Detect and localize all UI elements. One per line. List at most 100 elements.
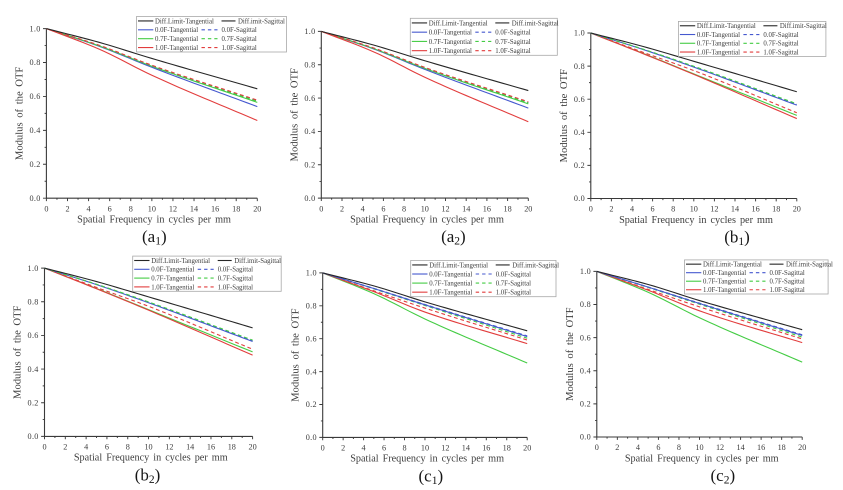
- svg-text:0: 0: [595, 443, 599, 452]
- svg-text:12: 12: [441, 444, 449, 453]
- svg-text:1.0F-Tangential: 1.0F-Tangential: [703, 287, 746, 294]
- svg-text:(b1): (b1): [724, 228, 750, 249]
- svg-text:4: 4: [84, 443, 88, 452]
- svg-text:6: 6: [651, 205, 655, 214]
- svg-text:2: 2: [341, 444, 345, 453]
- svg-text:2: 2: [65, 204, 69, 213]
- svg-text:Diff.Limit-Tangential: Diff.Limit-Tangential: [429, 20, 488, 27]
- svg-text:Diff.Limit-Tangential: Diff.Limit-Tangential: [703, 262, 762, 269]
- svg-text:0: 0: [321, 444, 325, 453]
- svg-text:1.0F-Tangential: 1.0F-Tangential: [151, 284, 194, 291]
- svg-text:0.2: 0.2: [580, 400, 591, 409]
- svg-text:1.0: 1.0: [28, 264, 39, 273]
- svg-text:1.0F-Sagittal: 1.0F-Sagittal: [763, 49, 798, 56]
- svg-text:0.4: 0.4: [304, 127, 315, 136]
- svg-text:16: 16: [207, 443, 215, 452]
- svg-text:0.6: 0.6: [574, 95, 585, 104]
- svg-text:4: 4: [636, 443, 640, 452]
- svg-text:Spatial Frequency in cycles pe: Spatial Frequency in cycles per mm: [350, 454, 504, 465]
- svg-text:1.0: 1.0: [580, 267, 591, 276]
- svg-text:0.4: 0.4: [580, 366, 591, 375]
- svg-text:0.0: 0.0: [29, 194, 40, 203]
- svg-text:Diff.imit-Sagittal: Diff.imit-Sagittal: [780, 23, 827, 30]
- svg-text:0.4: 0.4: [28, 365, 39, 374]
- svg-text:0.6: 0.6: [304, 94, 315, 103]
- svg-text:0.8: 0.8: [306, 302, 317, 311]
- svg-text:14: 14: [186, 443, 194, 452]
- svg-text:0.4: 0.4: [306, 367, 317, 376]
- svg-text:12: 12: [165, 443, 173, 452]
- svg-text:0.0F-Sagittal: 0.0F-Sagittal: [496, 271, 531, 278]
- svg-text:0.6: 0.6: [29, 92, 40, 101]
- svg-text:0.0F-Tangential: 0.0F-Tangential: [697, 32, 740, 39]
- svg-text:2: 2: [609, 205, 613, 214]
- svg-text:0.8: 0.8: [28, 297, 39, 306]
- svg-text:(b2): (b2): [135, 465, 161, 485]
- svg-text:16: 16: [757, 443, 765, 452]
- svg-text:14: 14: [462, 444, 470, 453]
- svg-text:18: 18: [503, 444, 511, 453]
- svg-text:0.7F-Tangential: 0.7F-Tangential: [429, 39, 472, 46]
- svg-text:6: 6: [105, 443, 109, 452]
- svg-text:Modulus of the OTF: Modulus of the OTF: [289, 68, 300, 162]
- svg-text:0.0F-Sagittal: 0.0F-Sagittal: [770, 270, 805, 277]
- svg-text:0: 0: [589, 205, 593, 214]
- svg-text:14: 14: [190, 204, 198, 213]
- svg-text:0.0: 0.0: [304, 194, 315, 203]
- svg-text:20: 20: [253, 204, 261, 213]
- svg-text:0.7F-Tangential: 0.7F-Tangential: [151, 275, 194, 282]
- svg-text:0.0F-Sagittal: 0.0F-Sagittal: [218, 267, 253, 274]
- svg-text:0.8: 0.8: [580, 300, 591, 309]
- svg-text:18: 18: [772, 205, 780, 214]
- svg-text:1.0: 1.0: [29, 24, 40, 33]
- svg-text:(c2): (c2): [710, 466, 735, 485]
- svg-text:1.0: 1.0: [304, 27, 315, 36]
- svg-text:(a2): (a2): [441, 227, 466, 248]
- svg-text:1.0F-Sagittal: 1.0F-Sagittal: [218, 284, 253, 291]
- svg-text:(a1): (a1): [142, 227, 167, 248]
- svg-text:0.0F-Sagittal: 0.0F-Sagittal: [495, 30, 530, 37]
- svg-text:16: 16: [482, 444, 490, 453]
- svg-text:(c1): (c1): [418, 466, 443, 485]
- svg-text:0.0: 0.0: [580, 433, 591, 442]
- svg-text:0.8: 0.8: [304, 60, 315, 69]
- svg-text:14: 14: [731, 205, 739, 214]
- svg-text:0.7F-Sagittal: 0.7F-Sagittal: [495, 39, 530, 46]
- svg-text:12: 12: [441, 204, 449, 213]
- svg-text:16: 16: [483, 204, 491, 213]
- svg-text:Spatial Frequency in cycles pe: Spatial Frequency in cycles per mm: [619, 215, 773, 226]
- svg-text:0.2: 0.2: [28, 398, 39, 407]
- svg-text:16: 16: [752, 205, 760, 214]
- svg-text:1.0F-Tangential: 1.0F-Tangential: [429, 48, 472, 55]
- svg-text:0: 0: [319, 204, 323, 213]
- svg-text:8: 8: [402, 444, 406, 453]
- svg-text:12: 12: [716, 443, 724, 452]
- svg-text:0.6: 0.6: [28, 331, 39, 340]
- svg-text:0.8: 0.8: [574, 62, 585, 71]
- svg-text:0.0F-Sagittal: 0.0F-Sagittal: [222, 27, 257, 34]
- svg-text:18: 18: [228, 443, 236, 452]
- svg-text:0.6: 0.6: [306, 334, 317, 343]
- svg-text:1.0F-Tangential: 1.0F-Tangential: [697, 49, 740, 56]
- svg-text:14: 14: [736, 443, 744, 452]
- svg-text:Diff.imit-Sagittal: Diff.imit-Sagittal: [512, 20, 559, 27]
- svg-text:6: 6: [381, 204, 385, 213]
- svg-text:Spatial Frequency in cycles pe: Spatial Frequency in cycles per mm: [350, 214, 504, 225]
- svg-text:20: 20: [249, 443, 257, 452]
- svg-text:0.8: 0.8: [29, 58, 40, 67]
- svg-text:0: 0: [42, 443, 46, 452]
- svg-text:10: 10: [144, 443, 152, 452]
- svg-text:14: 14: [462, 204, 470, 213]
- svg-text:18: 18: [504, 204, 512, 213]
- svg-text:2: 2: [63, 443, 67, 452]
- svg-text:1.0F-Tangential: 1.0F-Tangential: [155, 45, 198, 52]
- svg-text:20: 20: [524, 204, 532, 213]
- svg-text:8: 8: [671, 205, 675, 214]
- svg-text:0.0F-Tangential: 0.0F-Tangential: [429, 30, 472, 37]
- svg-text:Diff.imit-Sagittal: Diff.imit-Sagittal: [786, 262, 833, 269]
- svg-text:Spatial Frequency in cycles pe: Spatial Frequency in cycles per mm: [77, 215, 231, 226]
- svg-text:18: 18: [778, 443, 786, 452]
- svg-text:6: 6: [382, 444, 386, 453]
- svg-text:1.0F-Sagittal: 1.0F-Sagittal: [495, 48, 530, 55]
- svg-text:10: 10: [421, 204, 429, 213]
